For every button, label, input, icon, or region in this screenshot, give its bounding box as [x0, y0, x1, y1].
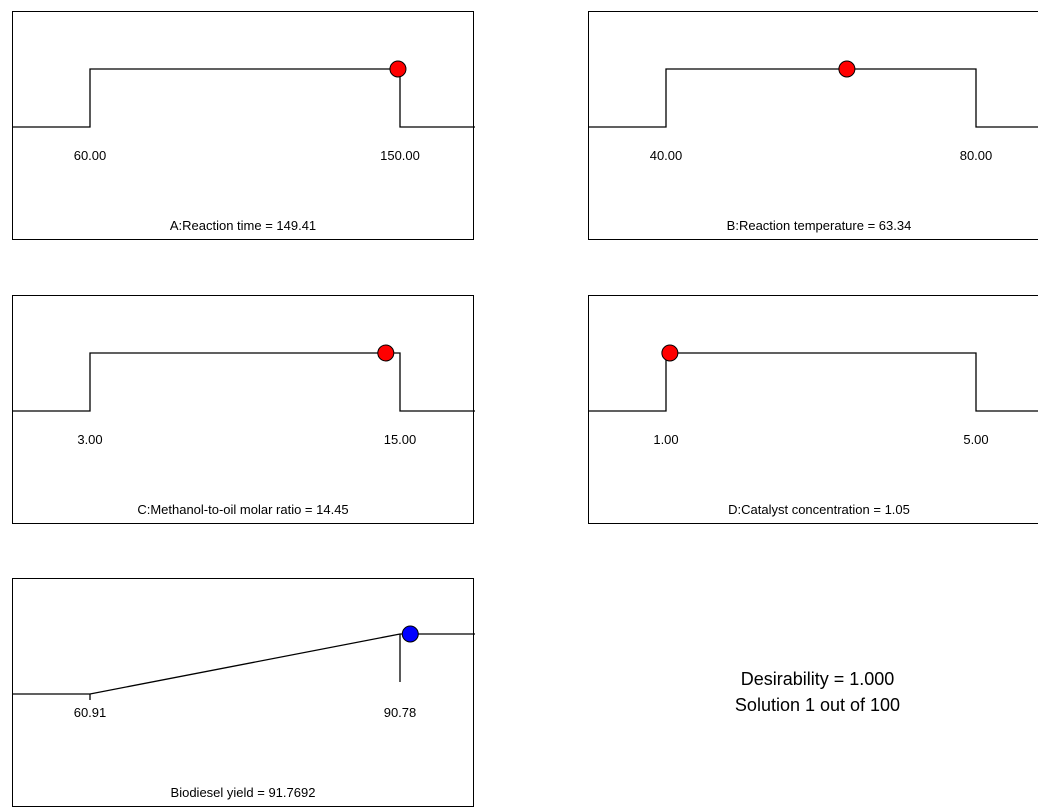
ramp-panel: 40.00 80.00 B:Reaction temperature = 63.34 [588, 11, 1038, 240]
low-limit-label: 40.00 [649, 148, 683, 163]
high-limit-label: 80.00 [959, 148, 993, 163]
panel-title: B:Reaction temperature = 63.34 [726, 218, 912, 233]
high-limit-label: 15.00 [383, 432, 417, 447]
panel-title: C:Methanol-to-oil molar ratio = 14.45 [137, 502, 349, 517]
ramp-plot [13, 625, 475, 700]
current-value-point [377, 344, 395, 362]
high-limit-label: 90.78 [383, 705, 417, 720]
desirability-text: Desirability = 1.000 [740, 669, 895, 689]
low-limit-label: 60.00 [73, 148, 107, 163]
desirability-ramp-line [13, 633, 475, 695]
solution-text: Solution 1 out of 100 [734, 695, 901, 715]
low-limit-label: 60.91 [73, 705, 107, 720]
high-limit-label: 150.00 [380, 148, 420, 163]
ramp-plot [13, 344, 475, 412]
ramp-panel: 60.91 90.78 Biodiesel yield = 91.7692 [12, 578, 475, 807]
high-limit-label: 5.00 [963, 432, 989, 447]
ramp-panel: 60.00 150.00 A:Reaction time = 149.41 [12, 11, 475, 240]
panel-title: D:Catalyst concentration = 1.05 [728, 502, 910, 517]
current-value-point [661, 344, 679, 362]
low-limit-label: 1.00 [653, 432, 679, 447]
desirability-ramp-line [589, 68, 1038, 128]
current-value-point [838, 60, 856, 78]
panel-title: A:Reaction time = 149.41 [169, 218, 317, 233]
ramp-plot [589, 60, 1038, 128]
current-value-point [401, 625, 419, 643]
solution-summary: Desirability = 1.000 Solution 1 out of 1… [690, 666, 945, 718]
low-limit-label: 3.00 [77, 432, 103, 447]
ramp-panel: 3.00 15.00 C:Methanol-to-oil molar ratio =… [12, 295, 475, 524]
panel-title: Biodiesel yield = 91.7692 [170, 785, 316, 800]
desirability-ramp-line [13, 68, 475, 128]
ramp-panel: 1.00 5.00 D:Catalyst concentration = 1.05 [588, 295, 1038, 524]
ramp-plot [589, 344, 1038, 412]
ramp-plot [13, 60, 475, 128]
desirability-ramp-line [13, 352, 475, 412]
current-value-point [389, 60, 407, 78]
desirability-ramp-line [589, 352, 1038, 412]
